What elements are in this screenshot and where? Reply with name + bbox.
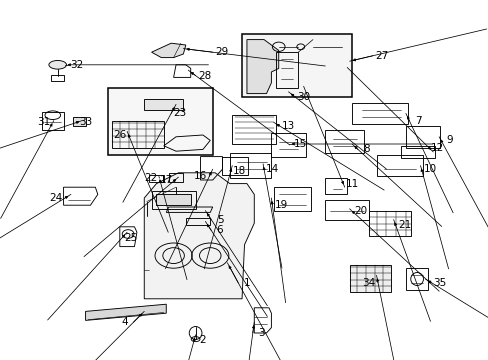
Text: 19: 19 bbox=[274, 200, 287, 210]
Text: 25: 25 bbox=[124, 233, 138, 243]
Text: 5: 5 bbox=[216, 215, 223, 225]
Text: 28: 28 bbox=[197, 71, 211, 81]
Text: 22: 22 bbox=[143, 173, 157, 183]
Text: 1: 1 bbox=[243, 278, 250, 288]
Text: 31: 31 bbox=[37, 117, 51, 127]
Text: 18: 18 bbox=[232, 166, 246, 176]
Text: 3: 3 bbox=[258, 328, 264, 338]
Text: 10: 10 bbox=[423, 164, 436, 174]
Text: 32: 32 bbox=[70, 60, 84, 70]
Text: 34: 34 bbox=[362, 278, 375, 288]
Text: 21: 21 bbox=[397, 220, 410, 230]
Text: 7: 7 bbox=[414, 116, 421, 126]
Text: 17: 17 bbox=[159, 175, 173, 185]
Text: 29: 29 bbox=[214, 47, 228, 57]
Text: 24: 24 bbox=[49, 193, 63, 203]
Polygon shape bbox=[349, 265, 390, 292]
Bar bbox=[156, 194, 190, 205]
Text: 33: 33 bbox=[79, 117, 92, 127]
Text: 16: 16 bbox=[193, 171, 207, 181]
Bar bbox=[51, 75, 64, 81]
Polygon shape bbox=[73, 117, 85, 126]
Text: 23: 23 bbox=[173, 108, 186, 118]
Text: 15: 15 bbox=[293, 139, 307, 149]
Polygon shape bbox=[144, 99, 183, 110]
Polygon shape bbox=[246, 40, 278, 94]
Polygon shape bbox=[85, 304, 166, 320]
Text: 35: 35 bbox=[432, 278, 446, 288]
Polygon shape bbox=[144, 173, 254, 299]
Text: 4: 4 bbox=[121, 317, 128, 327]
Text: 9: 9 bbox=[446, 135, 452, 145]
Bar bbox=[242, 34, 351, 97]
Text: 14: 14 bbox=[265, 164, 279, 174]
Text: 26: 26 bbox=[113, 130, 126, 140]
Ellipse shape bbox=[49, 60, 66, 69]
Text: 12: 12 bbox=[430, 143, 444, 153]
Text: 27: 27 bbox=[374, 51, 387, 61]
Polygon shape bbox=[151, 43, 185, 58]
Bar bbox=[107, 88, 212, 155]
Text: 20: 20 bbox=[353, 206, 366, 216]
Text: 6: 6 bbox=[216, 225, 223, 235]
Text: 30: 30 bbox=[297, 92, 310, 102]
Text: 13: 13 bbox=[281, 121, 295, 131]
Text: 8: 8 bbox=[363, 144, 369, 154]
Text: 2: 2 bbox=[199, 335, 206, 345]
Bar bbox=[151, 191, 195, 209]
Text: 11: 11 bbox=[345, 179, 358, 189]
